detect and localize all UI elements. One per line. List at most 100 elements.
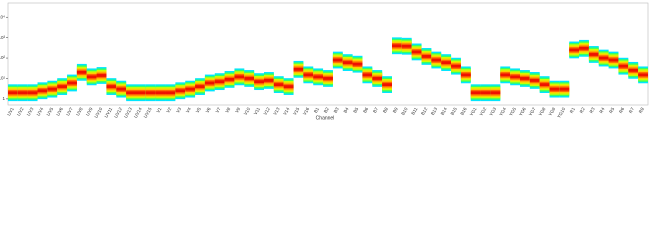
x-tick-label: V7 (214, 106, 221, 114)
heat-band (165, 91, 176, 95)
heat-band (106, 85, 117, 88)
x-tick-label: YG6 (518, 106, 527, 117)
x-tick-label: YG3 (488, 106, 497, 117)
x-tick-label: R7 (628, 106, 635, 114)
x-tick-label: B15 (450, 106, 459, 116)
x-tick-label: UV8 (75, 106, 84, 117)
x-tick-label: B1 (313, 106, 320, 114)
heat-band (490, 91, 501, 95)
heat-band (441, 61, 452, 64)
x-tick-label: UV1 (6, 106, 15, 117)
heat-band (126, 91, 136, 95)
y-tick-label: 10³ (0, 35, 5, 40)
x-tick-label: B13 (430, 106, 439, 116)
x-tick-label: UV12 (113, 106, 123, 119)
heat-band (520, 77, 530, 80)
x-tick-label: B14 (440, 106, 449, 116)
y-tick-label: 10⁴ (0, 14, 5, 19)
x-tick-label: V3 (175, 106, 182, 114)
heat-band (332, 58, 343, 62)
x-tick-label: YG2 (479, 106, 488, 117)
heat-band (470, 91, 481, 95)
heat-band (145, 91, 156, 95)
x-tick-label: UV9 (85, 106, 94, 117)
heat-band (17, 91, 28, 95)
x-tick-label: B7 (372, 106, 379, 114)
heat-band (392, 44, 402, 48)
heat-band (559, 87, 570, 91)
x-tick-label: V8 (224, 106, 231, 114)
x-tick-label: B9 (392, 106, 399, 114)
heat-band (254, 80, 264, 84)
heat-band (86, 75, 97, 79)
heat-band (303, 73, 314, 77)
heat-band (116, 87, 127, 91)
heat-band (293, 67, 304, 71)
x-tick-label: R2 (579, 106, 586, 114)
heat-band (57, 85, 68, 88)
heat-band (352, 62, 363, 66)
heat-band (421, 55, 432, 58)
x-tick-label: B11 (410, 106, 418, 116)
x-tick-label: UV13 (123, 106, 133, 119)
x-tick-label: YG4 (498, 106, 507, 117)
heat-band (234, 75, 245, 79)
heat-band (185, 87, 196, 91)
x-tick-label: UV10 (93, 106, 103, 119)
heat-band (76, 70, 87, 74)
x-tick-label: V6 (205, 106, 212, 114)
heat-band (37, 89, 48, 93)
heat-band (372, 77, 383, 80)
x-tick-label: B5 (352, 106, 359, 114)
heat-band (401, 44, 412, 48)
x-tick-label: YG5 (508, 106, 517, 117)
x-tick-label: V10 (243, 106, 252, 116)
x-tick-label: V5 (195, 106, 202, 114)
heat-band (638, 73, 648, 77)
x-tick-label: R8 (638, 106, 645, 114)
x-tick-label: V1 (155, 106, 162, 114)
x-tick-label: B8 (382, 106, 389, 114)
x-tick-label: R3 (589, 106, 596, 114)
x-tick-label: YG10 (556, 106, 566, 119)
x-tick-label: V12 (262, 106, 271, 116)
x-tick-label: UV15 (143, 106, 153, 119)
x-tick-label: B10 (400, 106, 409, 116)
x-tick-label: UV5 (45, 106, 54, 117)
heat-band (628, 68, 639, 72)
heat-band (244, 77, 255, 80)
x-tick-label: B6 (362, 106, 369, 114)
x-tick-label: V2 (165, 106, 172, 114)
heat-band (47, 87, 58, 91)
heat-band (411, 50, 422, 54)
heat-band (214, 80, 225, 84)
x-tick-label: V16 (302, 106, 311, 116)
x-tick-label: UV7 (65, 106, 74, 117)
x-tick-label: YG1 (469, 106, 478, 117)
heat-band (480, 91, 491, 95)
x-tick-label: UV2 (16, 106, 25, 117)
heat-band (510, 75, 520, 79)
x-tick-label: V15 (292, 106, 301, 116)
heat-band (283, 85, 294, 88)
x-tick-label: R6 (618, 106, 625, 114)
heat-band (598, 56, 609, 60)
x-tick-label: R1 (569, 106, 576, 114)
x-tick-label: YG7 (528, 106, 537, 117)
x-tick-label: B2 (323, 106, 330, 114)
heat-band (618, 64, 629, 68)
x-tick-label: UV6 (55, 106, 64, 117)
heat-band (539, 83, 550, 86)
heat-band (136, 91, 146, 95)
heat-band (264, 79, 274, 82)
heat-band (608, 58, 619, 62)
x-tick-label: R4 (598, 106, 605, 114)
x-tick-label: B4 (342, 106, 349, 114)
heat-band (313, 75, 324, 79)
heat-band (549, 87, 560, 91)
x-tick-label: YG9 (548, 106, 557, 117)
x-tick-label: UV14 (133, 106, 143, 119)
heat-band (175, 89, 186, 93)
x-tick-label: B16 (459, 106, 468, 116)
y-tick-label: 1 (2, 96, 5, 101)
